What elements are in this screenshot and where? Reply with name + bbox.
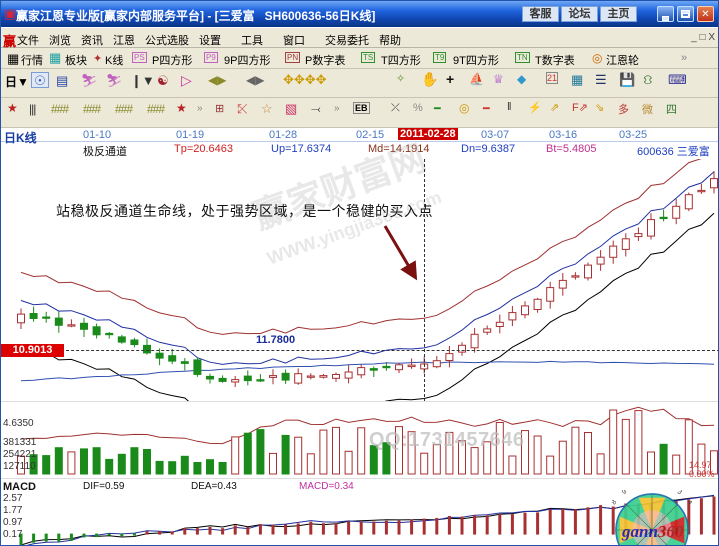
- svg-text:4: 4: [686, 499, 692, 506]
- svg-text:8: 8: [612, 499, 618, 506]
- svg-text:9: 9: [621, 490, 628, 496]
- svg-text:3: 3: [676, 490, 683, 496]
